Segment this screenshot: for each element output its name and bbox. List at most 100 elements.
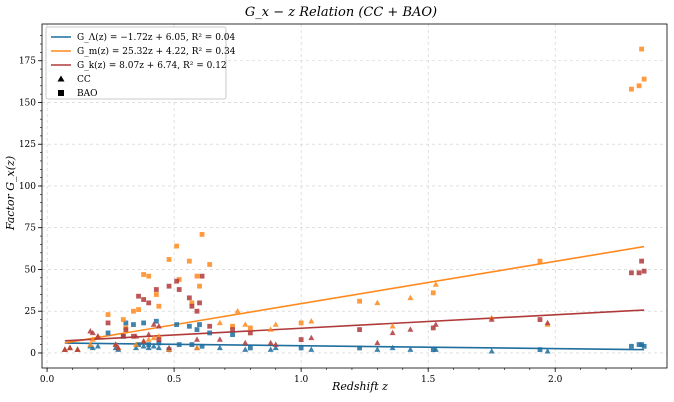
y-tick-label: 25 bbox=[25, 307, 37, 317]
data-points bbox=[61, 46, 647, 354]
point-k-bao bbox=[176, 287, 182, 292]
point-m-cc bbox=[133, 341, 140, 347]
point-k-bao bbox=[636, 270, 642, 276]
point-k-cc bbox=[140, 338, 147, 344]
point-k-cc bbox=[89, 329, 96, 336]
point-m-cc bbox=[389, 323, 396, 329]
point-m-cc bbox=[432, 281, 439, 287]
fit-line-k bbox=[64, 309, 645, 342]
point-m-cc bbox=[155, 333, 162, 339]
point-k-bao bbox=[357, 327, 362, 332]
point-lambda-bao bbox=[230, 332, 235, 338]
legend-marker-square bbox=[58, 90, 64, 96]
point-k-bao bbox=[197, 300, 202, 306]
point-m-cc bbox=[216, 319, 223, 326]
point-m-cc bbox=[407, 294, 414, 301]
point-lambda-cc bbox=[488, 348, 495, 354]
point-k-cc bbox=[242, 339, 249, 346]
point-lambda-cc bbox=[267, 346, 274, 352]
point-k-cc bbox=[374, 339, 381, 346]
point-k-bao bbox=[537, 317, 543, 322]
grid bbox=[42, 24, 667, 368]
point-k-bao bbox=[199, 273, 205, 279]
point-lambda-cc bbox=[374, 346, 381, 352]
point-lambda-bao bbox=[641, 343, 647, 349]
point-lambda-bao bbox=[247, 345, 253, 351]
point-m-cc bbox=[87, 341, 94, 347]
point-k-cc bbox=[61, 346, 68, 352]
point-m-bao bbox=[176, 277, 182, 282]
point-lambda-bao bbox=[174, 322, 180, 327]
chart-title: G_x − z Relation (CC + BAO) bbox=[245, 5, 437, 20]
point-lambda-bao bbox=[357, 345, 362, 351]
point-m-bao bbox=[636, 83, 642, 89]
legend-label-lambda: G_Λ(z) = −1.72z + 6.05, R² = 0.04 bbox=[77, 32, 236, 43]
point-k-cc bbox=[193, 336, 200, 342]
legend-label-m: G_m(z) = 25.32z + 4.22, R² = 0.34 bbox=[77, 46, 236, 57]
point-k-cc bbox=[66, 344, 73, 351]
point-m-bao bbox=[105, 312, 111, 317]
point-lambda-bao bbox=[430, 347, 436, 353]
point-lambda-bao bbox=[146, 342, 152, 348]
point-k-cc bbox=[216, 336, 223, 342]
point-k-bao bbox=[141, 297, 147, 302]
point-lambda-bao bbox=[207, 330, 213, 336]
legend-label-triangle: CC bbox=[77, 75, 91, 85]
point-lambda-cc bbox=[140, 343, 147, 349]
point-k-cc bbox=[166, 344, 173, 351]
point-m-bao bbox=[186, 258, 192, 264]
point-m-bao bbox=[174, 243, 180, 249]
point-lambda-bao bbox=[537, 347, 543, 353]
point-k-bao bbox=[120, 333, 126, 339]
point-lambda-cc bbox=[133, 344, 140, 351]
point-k-cc bbox=[115, 344, 122, 351]
point-lambda-bao bbox=[189, 342, 195, 348]
point-k-bao bbox=[207, 323, 213, 329]
point-k-bao bbox=[153, 287, 159, 292]
y-tick-label: 50 bbox=[25, 265, 37, 275]
point-m-cc bbox=[145, 336, 152, 342]
point-lambda-bao bbox=[176, 342, 182, 348]
point-k-cc bbox=[112, 341, 119, 347]
point-lambda-bao bbox=[136, 342, 141, 348]
point-lambda-cc bbox=[145, 344, 152, 351]
point-m-bao bbox=[537, 258, 543, 264]
point-k-cc bbox=[267, 339, 274, 346]
point-k-bao bbox=[639, 258, 644, 264]
point-lambda-cc bbox=[389, 344, 396, 351]
point-m-cc bbox=[193, 344, 200, 351]
point-m-bao bbox=[153, 292, 159, 297]
point-lambda-cc bbox=[216, 344, 223, 351]
point-m-bao bbox=[357, 298, 362, 304]
point-m-bao bbox=[230, 323, 235, 329]
point-k-cc bbox=[308, 334, 315, 341]
y-axis: 0 25 50 75 100 125 150 175 bbox=[19, 35, 42, 359]
y-tick-label: 125 bbox=[19, 140, 36, 150]
point-lambda-bao bbox=[197, 322, 202, 327]
point-lambda-bao bbox=[639, 342, 644, 348]
point-m-cc bbox=[242, 321, 249, 327]
point-m-cc bbox=[272, 321, 279, 327]
point-lambda-cc bbox=[308, 346, 315, 352]
x-tick-label: 0.5 bbox=[167, 375, 182, 385]
point-k-cc bbox=[94, 333, 101, 339]
x-tick-label: 1.5 bbox=[421, 375, 436, 385]
point-m-bao bbox=[197, 283, 202, 289]
point-lambda-bao bbox=[141, 320, 147, 326]
point-k-cc bbox=[544, 319, 551, 326]
point-m-bao bbox=[641, 76, 647, 82]
point-k-bao bbox=[189, 303, 195, 309]
point-m-bao bbox=[141, 272, 147, 277]
point-k-cc bbox=[407, 326, 414, 332]
point-k-cc bbox=[74, 346, 81, 352]
point-lambda-cc bbox=[242, 346, 249, 352]
point-m-cc bbox=[308, 318, 315, 324]
point-k-bao bbox=[629, 270, 634, 276]
point-m-bao bbox=[194, 273, 200, 279]
point-m-cc bbox=[267, 326, 274, 332]
point-k-bao bbox=[166, 283, 172, 289]
y-tick-label: 0 bbox=[30, 349, 36, 359]
point-k-bao bbox=[430, 325, 436, 331]
x-tick-label: 0.0 bbox=[40, 375, 55, 385]
